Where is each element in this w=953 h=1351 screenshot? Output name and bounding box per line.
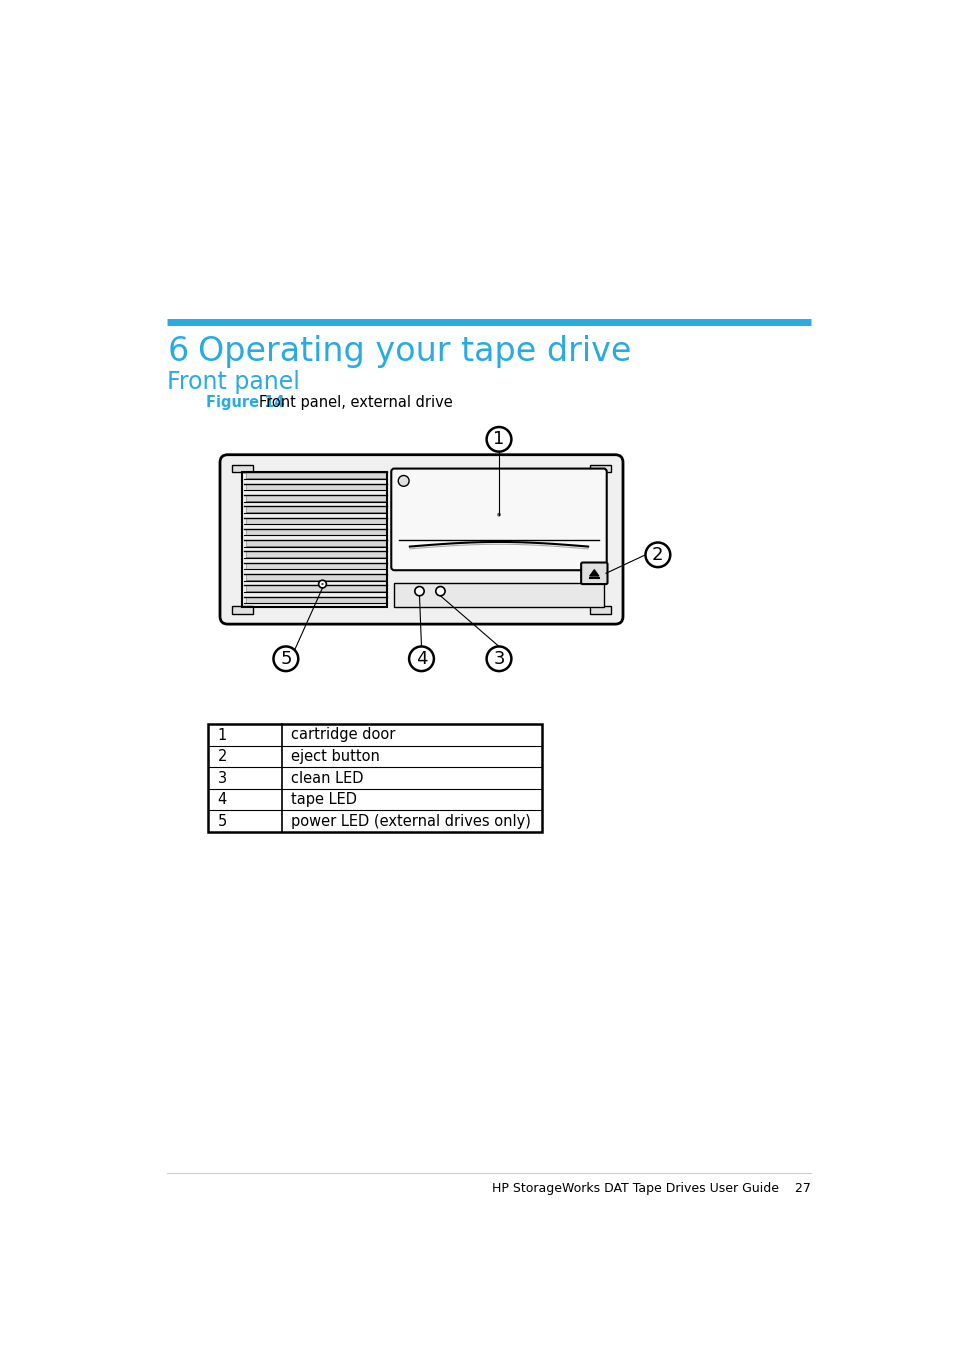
Text: 1: 1 bbox=[493, 431, 504, 449]
Text: 1: 1 bbox=[217, 727, 227, 743]
Bar bbox=[245, 597, 387, 603]
Text: Front panel, external drive: Front panel, external drive bbox=[258, 394, 452, 409]
Text: clean LED: clean LED bbox=[291, 770, 363, 786]
Polygon shape bbox=[589, 570, 598, 576]
Bar bbox=[245, 517, 387, 524]
Bar bbox=[232, 607, 253, 615]
Bar bbox=[245, 507, 387, 512]
Bar bbox=[589, 607, 611, 615]
Text: 5: 5 bbox=[280, 650, 292, 667]
Bar bbox=[394, 582, 603, 607]
Circle shape bbox=[645, 543, 670, 567]
Circle shape bbox=[486, 646, 511, 671]
Text: 2: 2 bbox=[217, 748, 227, 765]
Circle shape bbox=[397, 476, 409, 486]
Bar bbox=[245, 528, 387, 535]
Bar bbox=[589, 465, 611, 473]
Text: Figure 14: Figure 14 bbox=[206, 394, 284, 409]
Bar bbox=[232, 465, 253, 473]
Circle shape bbox=[415, 586, 424, 596]
Text: 4: 4 bbox=[217, 792, 227, 807]
Text: power LED (external drives only): power LED (external drives only) bbox=[291, 813, 531, 828]
Text: Operating your tape drive: Operating your tape drive bbox=[198, 335, 631, 369]
Bar bbox=[245, 540, 387, 546]
FancyBboxPatch shape bbox=[391, 469, 606, 570]
Circle shape bbox=[321, 582, 323, 585]
FancyBboxPatch shape bbox=[580, 562, 607, 584]
Text: 5: 5 bbox=[217, 813, 227, 828]
Text: 4: 4 bbox=[416, 650, 427, 667]
Text: cartridge door: cartridge door bbox=[291, 727, 395, 743]
Bar bbox=[208, 724, 541, 832]
Text: Front panel: Front panel bbox=[167, 370, 300, 394]
Bar bbox=[242, 471, 387, 607]
Circle shape bbox=[486, 427, 511, 451]
Bar bbox=[245, 473, 387, 478]
Bar bbox=[245, 574, 387, 581]
Bar bbox=[245, 484, 387, 490]
FancyBboxPatch shape bbox=[220, 455, 622, 624]
Text: tape LED: tape LED bbox=[291, 792, 357, 807]
Text: eject button: eject button bbox=[291, 748, 380, 765]
Circle shape bbox=[274, 646, 298, 671]
Circle shape bbox=[436, 586, 445, 596]
Bar bbox=[245, 563, 387, 569]
Text: 2: 2 bbox=[652, 546, 663, 563]
Circle shape bbox=[318, 580, 326, 588]
Bar bbox=[245, 585, 387, 592]
Text: HP StorageWorks DAT Tape Drives User Guide    27: HP StorageWorks DAT Tape Drives User Gui… bbox=[491, 1182, 810, 1196]
Bar bbox=[245, 551, 387, 558]
Text: 3: 3 bbox=[217, 770, 227, 786]
Circle shape bbox=[409, 646, 434, 671]
Circle shape bbox=[497, 512, 500, 516]
Text: 3: 3 bbox=[493, 650, 504, 667]
Text: 6: 6 bbox=[167, 335, 189, 369]
Bar bbox=[245, 494, 387, 501]
